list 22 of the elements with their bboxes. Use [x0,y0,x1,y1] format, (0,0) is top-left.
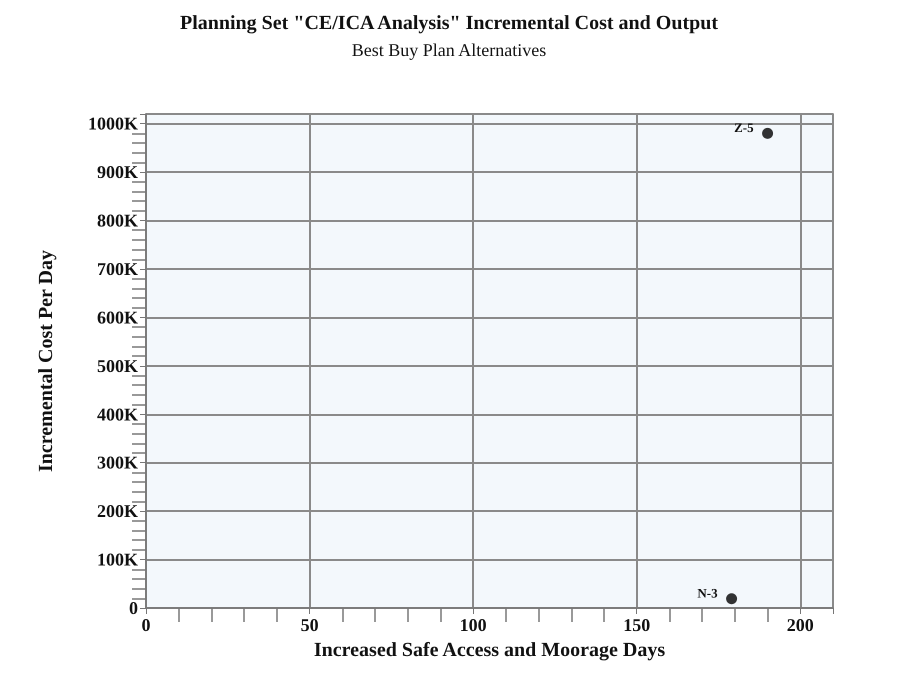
y-tick-label: 400K [96,404,138,424]
x-tick-label: 200 [786,615,814,635]
y-axis-title: Incremental Cost Per Day [35,250,57,472]
y-tick-label: 800K [96,210,138,231]
y-tick-label: 700K [96,258,138,279]
y-tick-label: 100K [96,550,138,570]
x-axis-title: Increased Safe Access and Moorage Days [314,639,666,661]
y-tick-label: 500K [96,356,138,376]
annotation: Z-5 [734,120,754,135]
y-tick-label: 0 [129,598,138,618]
y-tick-label: 600K [96,307,138,328]
x-tick-label: 50 [300,615,319,635]
x-tick-label: 0 [142,615,150,635]
x-tick-label: 150 [623,615,650,635]
y-tick-label: 900K [96,162,138,182]
y-tick-label: 1000K [88,114,138,134]
chart-title: Planning Set "CE/ICA Analysis" Incremental Cost and Output [180,12,718,34]
y-tick-label: 200K [96,501,138,522]
annotation: N-3 [697,585,718,600]
chart-subtitle: Best Buy Plan Alternatives [352,40,546,60]
y-tick-label: 300K [96,452,138,473]
x-tick-label: 100 [460,615,487,635]
